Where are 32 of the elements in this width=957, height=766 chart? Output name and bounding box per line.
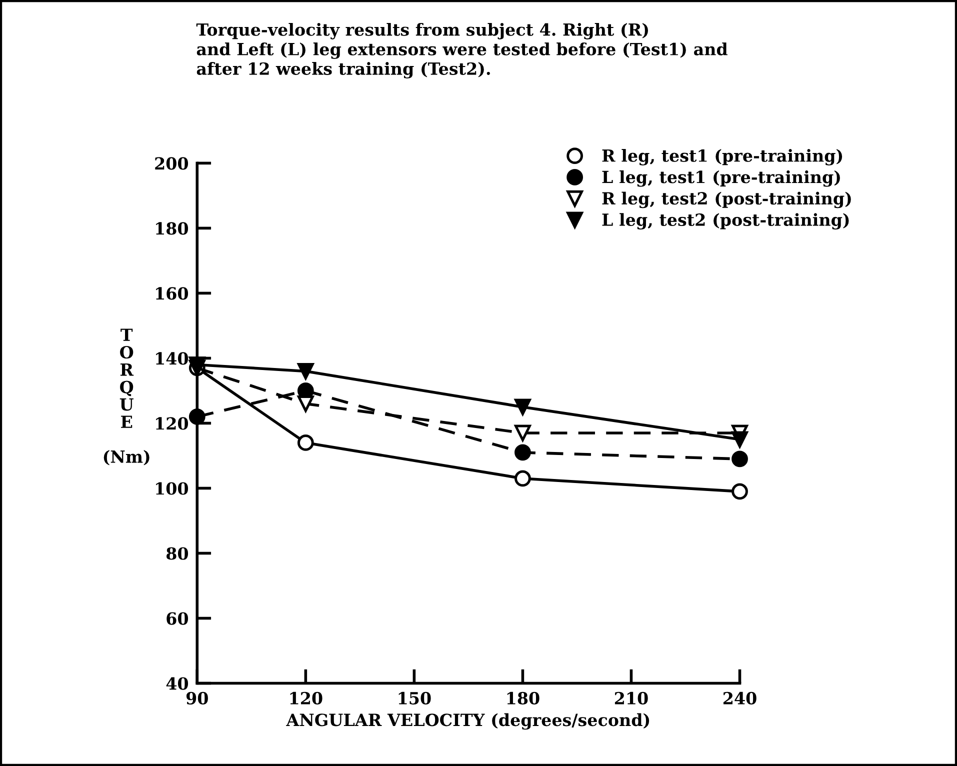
y-tick-label: 100 xyxy=(156,482,188,495)
point xyxy=(732,483,748,500)
y-tick-label: 80 xyxy=(166,547,188,560)
chart-title: Torque-velocity results from subject 4. Right (R) and Left (L) leg extensors were tested before (Test1) and after 12 weeks training (Test2). xyxy=(196,22,728,78)
y-tick-label: 160 xyxy=(156,287,188,300)
x-tick-label: 150 xyxy=(398,692,431,705)
text: TORQUE (Nm) xyxy=(104,328,150,466)
x-tick-label: 120 xyxy=(290,692,322,705)
point xyxy=(514,398,531,416)
y-tick-label: 140 xyxy=(156,352,188,365)
legend-label: R leg, test1 (pre-training) xyxy=(602,149,842,166)
point xyxy=(514,444,531,461)
point xyxy=(297,363,314,380)
y-tick-label: 180 xyxy=(156,222,188,235)
point xyxy=(297,396,314,412)
point xyxy=(514,470,531,487)
point xyxy=(732,450,748,468)
legend-label: R leg, test2 (post-training) xyxy=(602,192,851,208)
legend-label: L leg, test1 (pre-training) xyxy=(602,170,840,187)
legend-label: L leg, test2 (post-training) xyxy=(602,213,849,230)
point xyxy=(297,434,314,451)
point xyxy=(514,424,531,442)
x-tick-label: 240 xyxy=(723,692,756,705)
point xyxy=(732,431,748,448)
x-axis-title: ANGULAR VELOCITY (degrees/second) xyxy=(286,713,650,730)
y-tick-label: 120 xyxy=(156,417,188,430)
x-tick-label: 180 xyxy=(507,692,540,705)
y-tick-label: 40 xyxy=(166,677,188,690)
x-tick-label: 90 xyxy=(186,692,208,705)
y-tick-label: 200 xyxy=(155,157,188,170)
x-tick-label: 210 xyxy=(614,692,648,705)
y-tick-label: 60 xyxy=(166,612,188,625)
